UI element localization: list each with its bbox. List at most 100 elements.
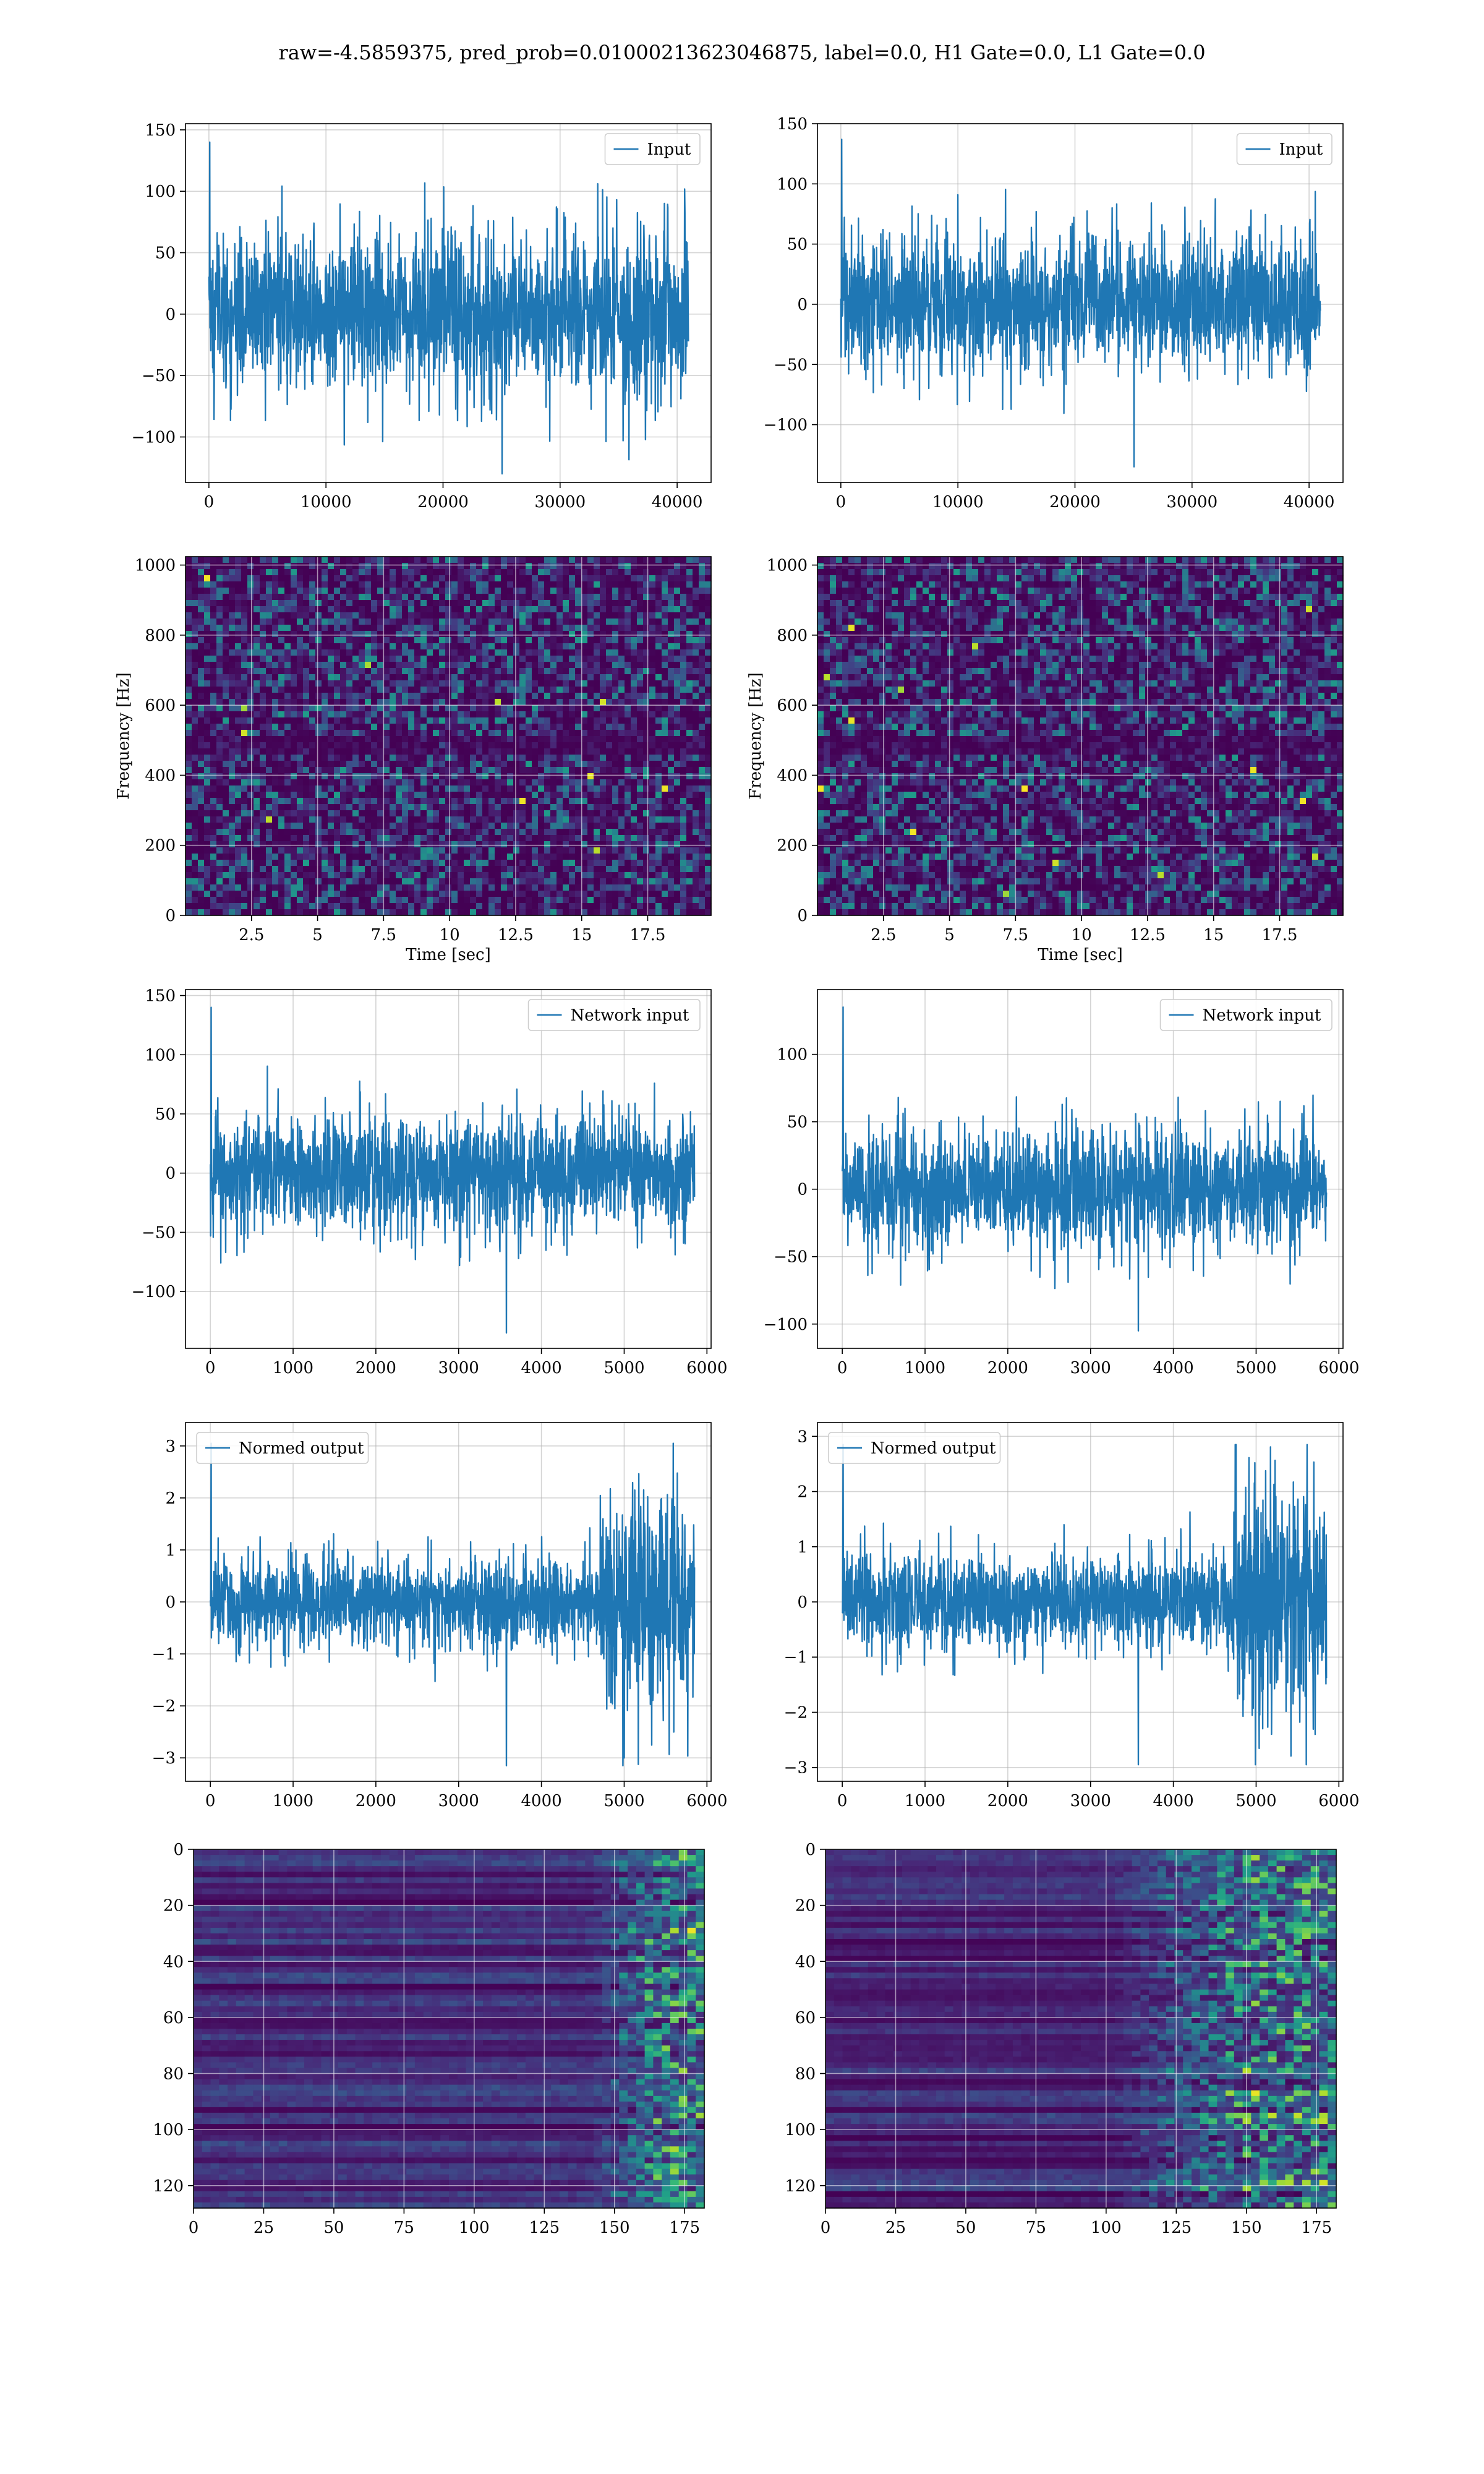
heatmap-cell [532,909,539,916]
heatmap-cell [662,662,668,669]
heatmap-cell [284,779,291,786]
heatmap-cell [266,557,273,563]
heatmap-cell [427,674,433,681]
heatmap-cell [340,656,347,662]
heatmap-cell [705,866,712,873]
heatmap-cell [587,674,594,681]
heatmap-cell [303,680,310,687]
heatmap-cell [507,674,514,681]
heatmap-cell [414,841,421,848]
heatmap-cell [247,767,254,774]
heatmap-cell [315,847,322,854]
heatmap-cell [606,829,613,836]
heatmap-cell [550,649,557,656]
heatmap-cell [186,897,192,904]
heatmap-cell [365,557,372,563]
heatmap-cell [408,717,415,724]
heatmap-cell [408,903,415,910]
heatmap-cell [699,860,706,867]
heatmap-cell [204,717,211,724]
heatmap-cell [655,656,662,662]
heatmap-cell [340,606,347,613]
heatmap-cell [315,798,322,805]
heatmap-cell [674,612,681,619]
heatmap-cell [513,891,520,897]
heatmap-cell [631,680,638,687]
heatmap-cell [458,755,464,761]
heatmap-cell [414,878,421,885]
heatmap-cell [519,816,526,823]
heatmap-cell [458,841,464,848]
heatmap-cell [470,693,477,700]
heatmap-cell [322,847,328,854]
heatmap-cell [427,625,433,631]
heatmap-cell [402,847,409,854]
heatmap-cell [668,724,675,730]
heatmap-cell [260,668,267,675]
heatmap-cell [383,835,390,842]
heatmap-cell [210,736,217,743]
heatmap-cell [229,612,236,619]
heatmap-cell [649,563,656,570]
heatmap-cell [495,847,501,854]
heatmap-cell [550,618,557,625]
heatmap-cell [606,748,613,755]
heatmap-cell [625,730,631,737]
heatmap-cell [507,897,514,904]
heatmap-cell [303,637,310,644]
heatmap-cell [420,891,427,897]
heatmap-cell [254,897,260,904]
heatmap-cell [322,798,328,805]
heatmap-cell [625,557,631,563]
heatmap-cell [396,693,403,700]
heatmap-cell [371,612,378,619]
heatmap-cell [247,668,254,675]
heatmap-cell [223,860,229,867]
heatmap-cell [587,785,594,792]
heatmap-cell [396,854,403,860]
heatmap-cell [377,699,384,706]
heatmap-cell [470,600,477,607]
heatmap-cell [587,600,594,607]
heatmap-cell [581,711,588,718]
heatmap-cell [303,872,310,879]
heatmap-cell [334,569,341,576]
heatmap-cell [266,779,273,786]
heatmap-cell [538,730,545,737]
heatmap-cell [396,699,403,706]
heatmap-cell [556,860,563,867]
heatmap-cell [445,810,452,817]
heatmap-cell [519,854,526,860]
heatmap-cell [464,761,471,768]
heatmap-cell [390,699,396,706]
heatmap-cell [359,581,365,588]
heatmap-cell [334,742,341,749]
heatmap-cell [606,878,613,885]
heatmap-cell [556,668,563,675]
heatmap-cell [192,847,198,854]
heatmap-cell [693,872,699,879]
heatmap-cell [204,649,211,656]
heatmap-cell [637,730,644,737]
heatmap-cell [390,662,396,669]
heatmap-cell [439,748,446,755]
heatmap-cell [210,792,217,798]
heatmap-cell [340,625,347,631]
heatmap-cell [451,575,458,582]
heatmap-cell [625,761,631,768]
heatmap-cell [198,693,205,700]
heatmap-cell [359,779,365,786]
heatmap-cell [668,816,675,823]
heatmap-cell [186,884,192,891]
heatmap-cell [198,625,205,631]
heatmap-cell [371,767,378,774]
heatmap-cell [216,755,223,761]
heatmap-cell [247,631,254,638]
heatmap-cell [383,668,390,675]
heatmap-cell [563,693,569,700]
heatmap-cell [241,897,248,904]
heatmap-cell [606,823,613,829]
heatmap-cell [346,742,353,749]
heatmap-cell [346,847,353,854]
heatmap-cell [439,711,446,718]
